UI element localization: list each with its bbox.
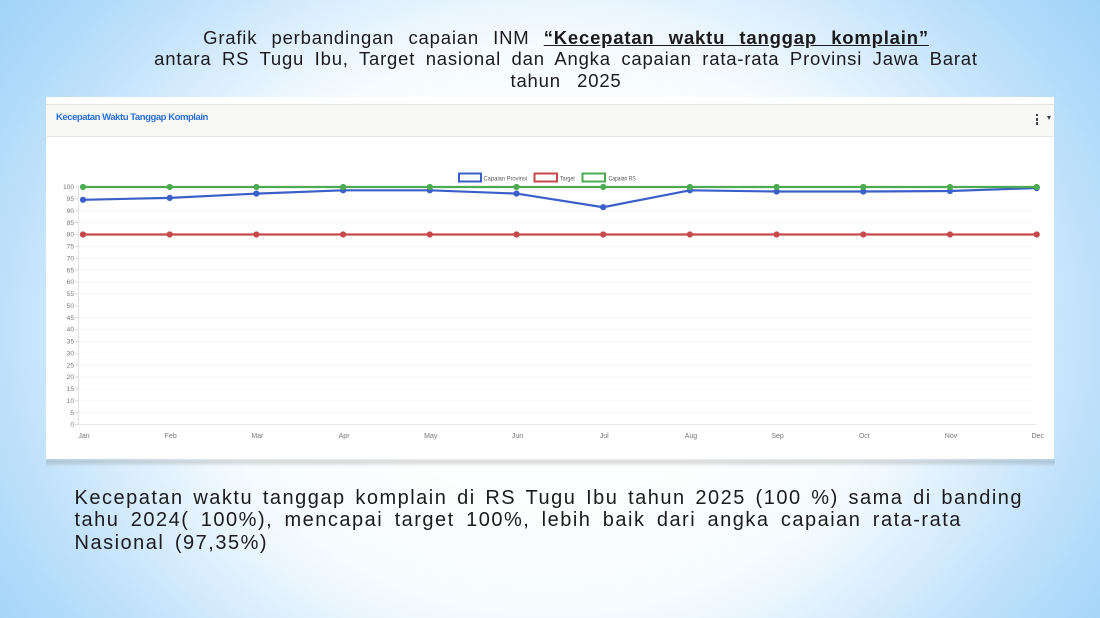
svg-text:100: 100: [63, 184, 74, 191]
svg-text:30: 30: [67, 350, 75, 357]
svg-text:Jul: Jul: [600, 433, 609, 440]
svg-text:80: 80: [67, 232, 75, 239]
svg-text:5: 5: [70, 410, 74, 417]
svg-text:Sep: Sep: [771, 433, 784, 440]
svg-text:Jan: Jan: [78, 433, 89, 440]
svg-text:Aug: Aug: [685, 433, 698, 440]
svg-text:0: 0: [70, 422, 74, 429]
svg-text:Capaian RS: Capaian RS: [609, 175, 637, 182]
svg-text:25: 25: [67, 362, 75, 369]
svg-text:85: 85: [67, 220, 75, 227]
svg-text:15: 15: [67, 386, 75, 393]
svg-text:90: 90: [67, 208, 75, 215]
svg-text:40: 40: [67, 327, 75, 334]
svg-text:Nov: Nov: [945, 433, 958, 440]
svg-text:75: 75: [67, 244, 75, 251]
svg-text:Dec: Dec: [1031, 433, 1044, 440]
svg-text:65: 65: [67, 267, 75, 274]
svg-text:95: 95: [67, 196, 75, 203]
svg-text:Mar: Mar: [251, 433, 264, 440]
svg-text:55: 55: [67, 291, 75, 298]
svg-text:Target: Target: [560, 175, 575, 182]
svg-text:50: 50: [67, 303, 75, 310]
svg-text:70: 70: [67, 256, 75, 263]
svg-text:60: 60: [67, 279, 75, 286]
svg-text:Feb: Feb: [165, 433, 177, 440]
svg-text:10: 10: [67, 398, 75, 405]
svg-text:20: 20: [67, 374, 75, 381]
svg-text:May: May: [424, 433, 438, 440]
svg-text:Jun: Jun: [512, 433, 523, 440]
svg-text:Oct: Oct: [859, 433, 870, 440]
svg-text:Apr: Apr: [339, 433, 351, 440]
svg-text:35: 35: [67, 339, 75, 346]
svg-text:Capaian Provinsi: Capaian Provinsi: [484, 175, 528, 182]
svg-text:45: 45: [67, 315, 75, 322]
